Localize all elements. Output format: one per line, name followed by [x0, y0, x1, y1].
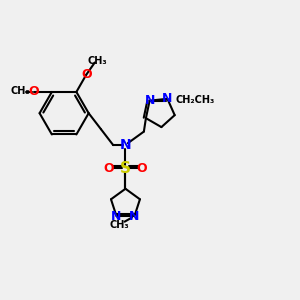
- Text: CH₃: CH₃: [109, 220, 129, 230]
- Text: N: N: [162, 92, 172, 105]
- Text: O: O: [29, 85, 40, 98]
- Text: S: S: [120, 161, 131, 176]
- Text: O: O: [137, 162, 148, 175]
- Text: O: O: [81, 68, 92, 81]
- Text: CH₃: CH₃: [11, 86, 31, 97]
- Text: CH₂CH₃: CH₂CH₃: [176, 95, 214, 105]
- Text: O: O: [103, 162, 114, 175]
- Text: N: N: [111, 210, 122, 223]
- Text: N: N: [120, 138, 131, 152]
- Text: N: N: [129, 210, 140, 223]
- Text: N: N: [144, 94, 155, 107]
- Text: CH₃: CH₃: [88, 56, 107, 66]
